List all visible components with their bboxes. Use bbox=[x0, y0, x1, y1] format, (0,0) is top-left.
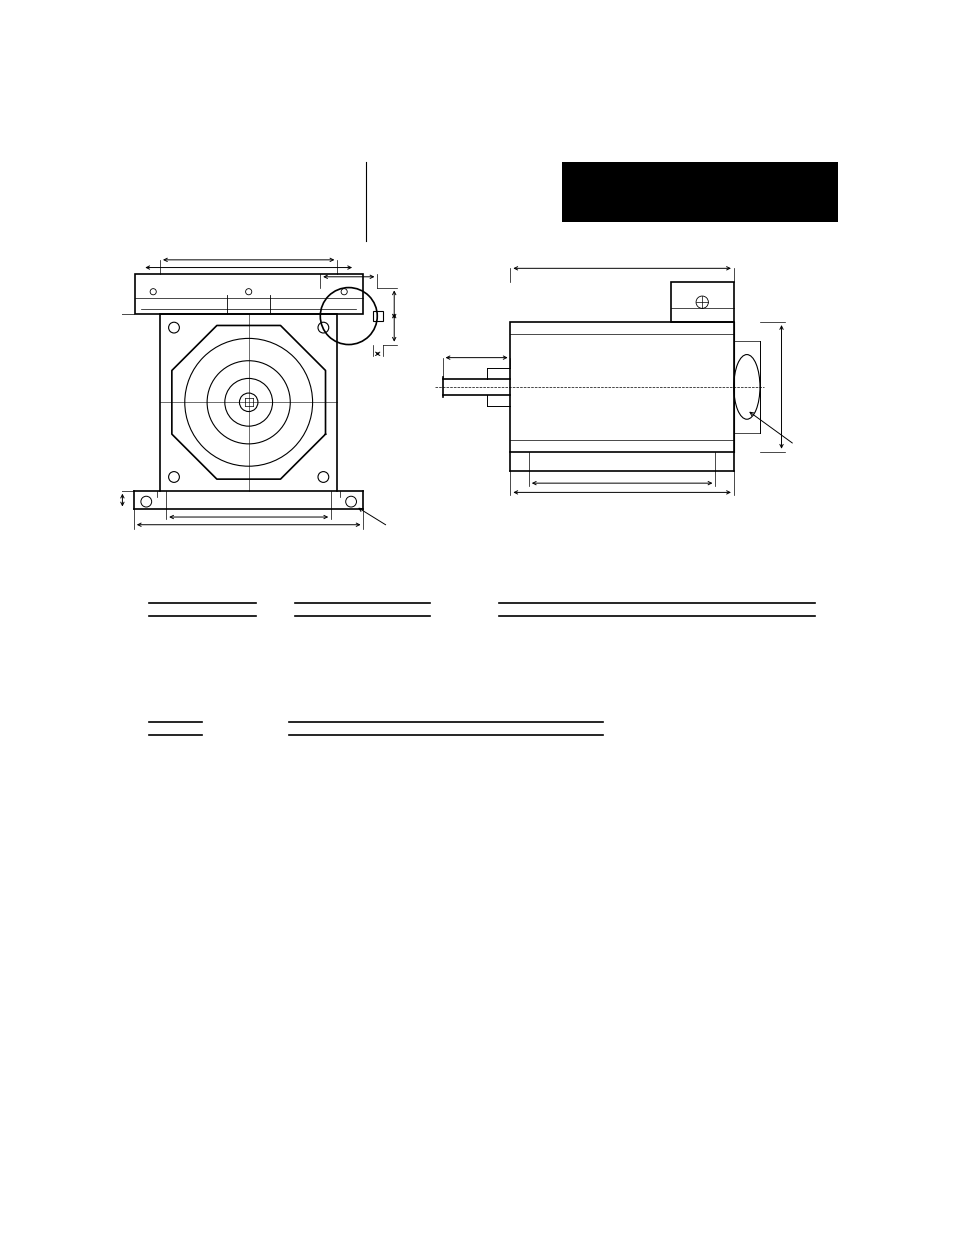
Bar bbox=[134, 274, 362, 314]
Bar bbox=[160, 314, 336, 490]
Bar bbox=[510, 322, 733, 452]
Bar bbox=[670, 282, 733, 322]
Bar bbox=[561, 162, 837, 222]
Bar bbox=[373, 311, 382, 321]
